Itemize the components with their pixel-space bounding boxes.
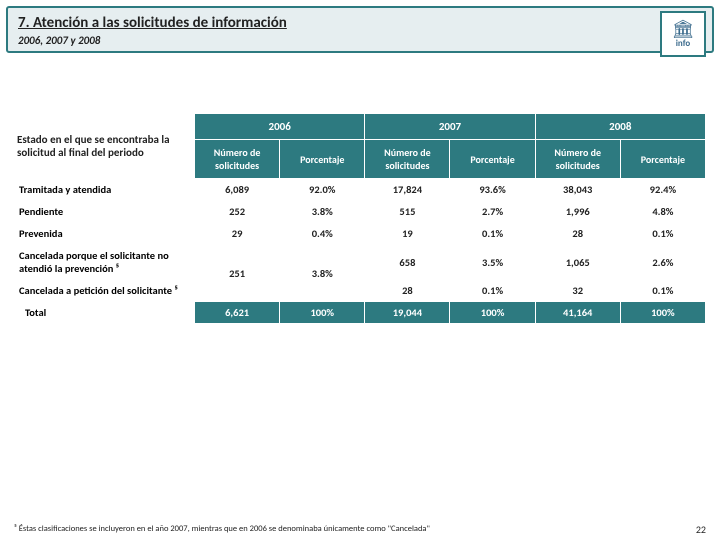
total-cell: 100% <box>280 302 365 324</box>
cell: 93.6% <box>450 179 535 201</box>
total-cell: 100% <box>450 302 535 324</box>
section-subtitle: 2006, 2007 y 2008 <box>18 34 702 47</box>
cell: 0.4% <box>280 223 365 245</box>
row-label: Pendiente <box>15 201 195 223</box>
cell: 1,996 <box>535 201 620 223</box>
logo-text: info <box>676 38 691 49</box>
year-2007: 2007 <box>365 114 535 140</box>
cell: 3.8% <box>280 201 365 223</box>
col-pct-2008: Porcentaje <box>620 140 705 179</box>
row-label: Cancelada a petición del solicitante ⁵ <box>15 280 195 302</box>
table-row: Prevenida290.4%190.1%280.1% <box>15 223 706 245</box>
cell: 2.6% <box>620 245 705 280</box>
cell: 251 <box>195 245 280 302</box>
year-2008: 2008 <box>535 114 705 140</box>
col-num-2006: Número de solicitudes <box>195 140 280 179</box>
cell: 32 <box>535 280 620 302</box>
cell: 1,065 <box>535 245 620 280</box>
page-header: 7. Atención a las solicitudes de informa… <box>6 6 714 53</box>
building-icon: 🏛 <box>672 20 695 38</box>
col-num-2007: Número de solicitudes <box>365 140 450 179</box>
data-table: Estado en el que se encontraba la solici… <box>14 113 706 324</box>
year-2006: 2006 <box>195 114 365 140</box>
cell: 658 <box>365 245 450 280</box>
cell: 17,824 <box>365 179 450 201</box>
logo-box: 🏛 info <box>660 11 706 57</box>
cell: 6,089 <box>195 179 280 201</box>
total-cell: 19,044 <box>365 302 450 324</box>
section-title: 7. Atención a las solicitudes de informa… <box>18 14 702 32</box>
footnote: ⁵ Éstas clasificaciones se incluyeron en… <box>14 524 430 534</box>
total-cell: 100% <box>620 302 705 324</box>
cell: 3.8% <box>280 245 365 302</box>
table-row: Pendiente2523.8%5152.7%1,9964.8% <box>15 201 706 223</box>
cell: 0.1% <box>620 223 705 245</box>
cell: 29 <box>195 223 280 245</box>
cell: 2.7% <box>450 201 535 223</box>
cell: 252 <box>195 201 280 223</box>
cell: 0.1% <box>620 280 705 302</box>
col-pct-2007: Porcentaje <box>450 140 535 179</box>
total-row: Total6,621100%19,044100%41,164100% <box>15 302 706 324</box>
table-body: Tramitada y atendida6,08992.0%17,82493.6… <box>15 179 706 324</box>
page-number: 22 <box>696 523 706 536</box>
cell: 0.1% <box>450 223 535 245</box>
cell: 92.4% <box>620 179 705 201</box>
cell: 3.5% <box>450 245 535 280</box>
cell: 38,043 <box>535 179 620 201</box>
total-label: Total <box>15 302 195 324</box>
cell: 92.0% <box>280 179 365 201</box>
cell: 19 <box>365 223 450 245</box>
row-label: Tramitada y atendida <box>15 179 195 201</box>
estado-header: Estado en el que se encontraba la solici… <box>15 114 195 179</box>
col-num-2008: Número de solicitudes <box>535 140 620 179</box>
col-pct-2006: Porcentaje <box>280 140 365 179</box>
row-label: Prevenida <box>15 223 195 245</box>
cell: 4.8% <box>620 201 705 223</box>
cell: 28 <box>535 223 620 245</box>
cell: 28 <box>365 280 450 302</box>
table-row: Cancelada porque el solicitante no atend… <box>15 245 706 280</box>
table-row: Tramitada y atendida6,08992.0%17,82493.6… <box>15 179 706 201</box>
total-cell: 6,621 <box>195 302 280 324</box>
table-container: Estado en el que se encontraba la solici… <box>14 113 706 324</box>
row-label: Cancelada porque el solicitante no atend… <box>15 245 195 280</box>
total-cell: 41,164 <box>535 302 620 324</box>
cell: 515 <box>365 201 450 223</box>
cell: 0.1% <box>450 280 535 302</box>
